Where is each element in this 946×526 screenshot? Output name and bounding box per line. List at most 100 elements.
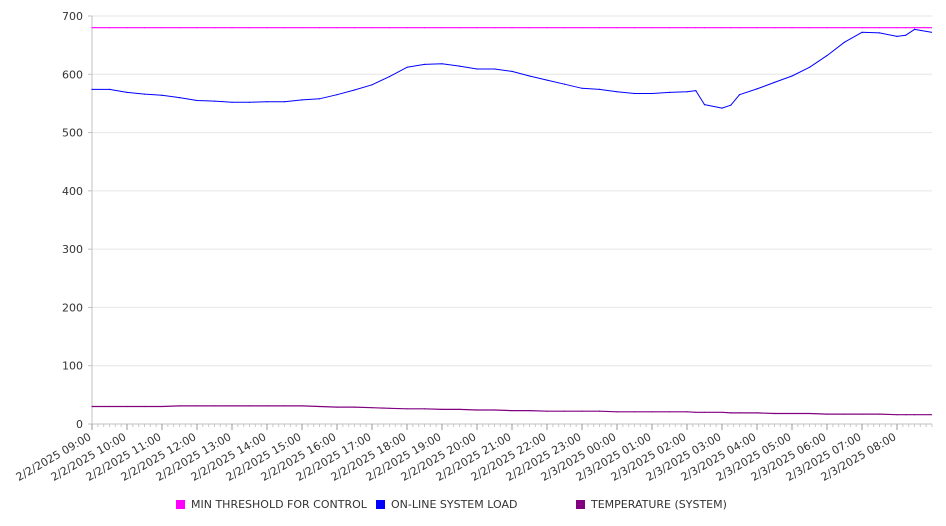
- data-point-min-threshold-for-control: [616, 27, 618, 29]
- data-point-on-line-system-load: [493, 68, 496, 70]
- data-point-min-threshold-for-control: [388, 27, 391, 29]
- data-point-min-threshold-for-control: [703, 27, 706, 29]
- data-point-min-threshold-for-control: [301, 27, 303, 29]
- data-point-on-line-system-load: [178, 97, 181, 99]
- data-point-on-line-system-load: [336, 94, 338, 96]
- data-point-min-threshold-for-control: [143, 27, 146, 29]
- data-point-min-threshold-for-control: [738, 27, 741, 29]
- data-point-min-threshold-for-control: [905, 27, 907, 29]
- data-point-on-line-system-load: [896, 35, 898, 38]
- data-point-min-threshold-for-control: [913, 27, 916, 29]
- data-point-on-line-system-load: [546, 79, 548, 81]
- data-point-on-line-system-load: [668, 91, 671, 93]
- data-point-temperature-system: [756, 412, 758, 414]
- data-point-temperature-system: [546, 410, 548, 412]
- data-point-temperature-system: [178, 405, 181, 407]
- data-point-min-threshold-for-control: [598, 27, 601, 29]
- y-tick-label: 300: [62, 243, 83, 256]
- data-point-on-line-system-load: [721, 107, 723, 109]
- data-point-temperature-system: [493, 409, 496, 411]
- data-point-on-line-system-load: [406, 66, 408, 68]
- data-point-temperature-system: [423, 408, 426, 410]
- series-line-temperature-system: [92, 405, 932, 416]
- data-point-temperature-system: [668, 411, 671, 413]
- legend-label-temperature: TEMPERATURE (SYSTEM): [591, 498, 727, 511]
- data-point-temperature-system: [388, 407, 391, 409]
- chart-gridlines: [92, 15, 932, 367]
- data-point-temperature-system: [930, 414, 933, 416]
- legend-item-min-threshold[interactable]: MIN THRESHOLD FOR CONTROL: [176, 498, 367, 511]
- data-point-temperature-system: [476, 409, 478, 411]
- data-point-temperature-system: [511, 410, 513, 412]
- data-point-on-line-system-load: [730, 104, 732, 106]
- data-point-min-threshold-for-control: [651, 27, 653, 29]
- data-point-min-threshold-for-control: [108, 27, 111, 29]
- data-point-on-line-system-load: [126, 91, 128, 93]
- data-point-temperature-system: [248, 405, 251, 407]
- data-point-temperature-system: [231, 405, 233, 407]
- data-point-on-line-system-load: [388, 76, 391, 78]
- data-point-min-threshold-for-control: [930, 27, 933, 29]
- data-point-on-line-system-load: [161, 94, 163, 96]
- data-point-min-threshold-for-control: [511, 27, 513, 29]
- data-point-min-threshold-for-control: [730, 27, 732, 29]
- data-point-on-line-system-load: [913, 28, 916, 30]
- data-point-min-threshold-for-control: [686, 27, 688, 29]
- data-point-on-line-system-load: [756, 88, 758, 90]
- data-point-temperature-system: [108, 405, 111, 408]
- data-point-temperature-system: [616, 411, 618, 413]
- data-point-on-line-system-load: [878, 32, 881, 34]
- data-point-temperature-system: [598, 410, 601, 412]
- y-tick-label: 200: [62, 301, 83, 314]
- data-point-on-line-system-load: [930, 31, 933, 33]
- data-point-temperature-system: [633, 411, 636, 413]
- data-point-temperature-system: [528, 410, 531, 412]
- data-point-on-line-system-load: [196, 99, 198, 102]
- legend-label-system-load: ON-LINE SYSTEM LOAD: [391, 498, 518, 511]
- y-tick-label: 700: [62, 10, 83, 23]
- legend-swatch-system-load: [376, 500, 385, 509]
- data-point-temperature-system: [773, 412, 776, 415]
- data-point-min-threshold-for-control: [695, 27, 697, 29]
- data-point-min-threshold-for-control: [248, 27, 251, 29]
- legend-item-system-load[interactable]: ON-LINE SYSTEM LOAD: [376, 498, 517, 511]
- series-line-on-line-system-load: [92, 28, 932, 109]
- data-point-min-threshold-for-control: [231, 27, 233, 29]
- data-point-temperature-system: [791, 412, 793, 415]
- data-point-on-line-system-load: [695, 90, 697, 92]
- data-point-on-line-system-load: [283, 101, 286, 103]
- data-point-min-threshold-for-control: [808, 27, 811, 29]
- data-point-on-line-system-load: [318, 98, 321, 100]
- data-point-on-line-system-load: [651, 92, 653, 95]
- y-tick-label: 0: [76, 418, 83, 431]
- data-point-on-line-system-load: [843, 41, 846, 43]
- data-point-temperature-system: [721, 411, 723, 413]
- data-point-temperature-system: [353, 406, 356, 408]
- y-tick-label: 500: [62, 127, 83, 140]
- data-point-temperature-system: [826, 413, 828, 415]
- data-point-temperature-system: [730, 412, 732, 414]
- legend-label-min-threshold: MIN THRESHOLD FOR CONTROL: [191, 498, 367, 511]
- y-tick-label: 100: [62, 360, 83, 373]
- data-point-on-line-system-load: [248, 101, 251, 103]
- data-point-min-threshold-for-control: [423, 27, 426, 29]
- data-point-min-threshold-for-control: [493, 27, 496, 29]
- chart-series: [91, 27, 933, 416]
- data-point-on-line-system-load: [791, 75, 793, 77]
- y-tick-label: 400: [62, 185, 83, 198]
- data-point-temperature-system: [91, 405, 93, 408]
- legend-item-temperature[interactable]: TEMPERATURE (SYSTEM): [576, 498, 727, 511]
- data-point-min-threshold-for-control: [283, 27, 286, 29]
- data-point-temperature-system: [651, 411, 653, 413]
- data-point-on-line-system-load: [301, 99, 303, 101]
- data-point-temperature-system: [703, 411, 706, 413]
- x-axis-ticks: 2/2/2025 09:002/2/2025 10:002/2/2025 11:…: [14, 424, 933, 484]
- data-point-on-line-system-load: [563, 83, 566, 85]
- data-point-temperature-system: [301, 405, 303, 407]
- data-point-temperature-system: [143, 405, 146, 408]
- data-point-min-threshold-for-control: [791, 27, 793, 29]
- data-point-on-line-system-load: [905, 34, 907, 36]
- data-point-on-line-system-load: [266, 101, 268, 103]
- data-point-min-threshold-for-control: [861, 27, 863, 29]
